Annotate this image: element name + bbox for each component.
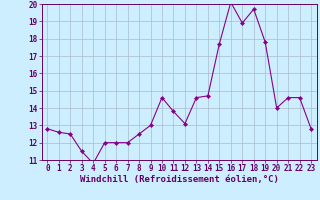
X-axis label: Windchill (Refroidissement éolien,°C): Windchill (Refroidissement éolien,°C): [80, 175, 279, 184]
